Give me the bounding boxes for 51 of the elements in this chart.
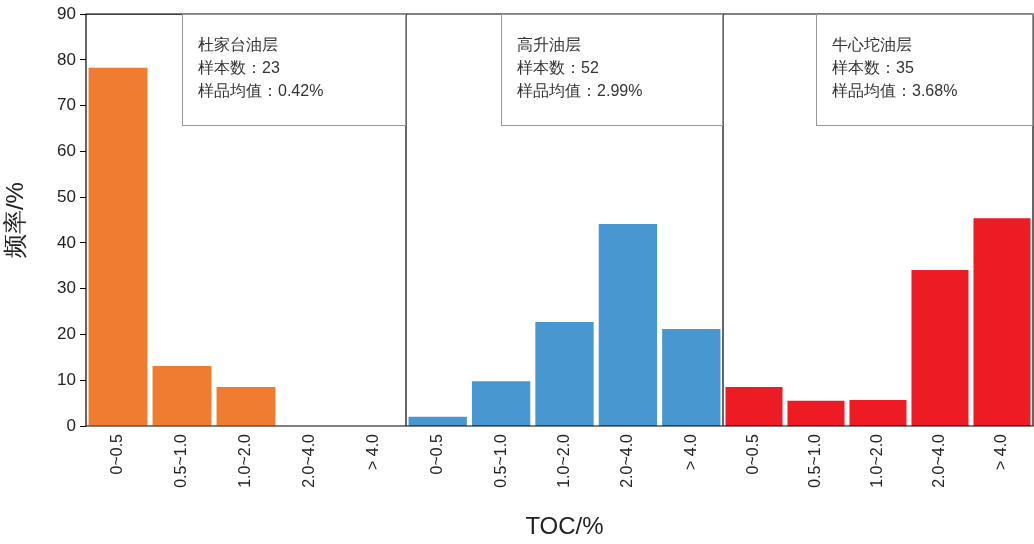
x-tick-label: 1.0~2.0 — [868, 433, 886, 488]
y-tick-label: 80 — [57, 49, 76, 69]
y-tick-label: 50 — [57, 186, 76, 206]
annotation: 样本数：52 — [517, 58, 600, 78]
y-tick-label: 20 — [57, 324, 76, 344]
x-axis-title: TOC/% — [525, 512, 604, 540]
annotation: 杜家台油层 — [198, 35, 279, 56]
x-tick-label: 0~0.5 — [428, 433, 446, 475]
text-box: 杜家台油层 样本数：23 样品均值：0.42% — [182, 14, 406, 127]
y-tick-label: 90 — [57, 3, 76, 23]
annotation: 样品均值：0.42% — [198, 81, 325, 102]
x-tick-label: 2.0~4.0 — [618, 433, 636, 488]
bar — [471, 381, 531, 426]
y-tick-label: 10 — [57, 369, 76, 389]
bar — [152, 366, 212, 426]
annotation: 样品均值：3.68% — [832, 81, 959, 101]
y-tick-label: 30 — [57, 278, 76, 298]
annotation: 牛心坨油层 — [832, 35, 913, 55]
bar — [662, 328, 721, 426]
bar — [535, 322, 594, 426]
x-tick-label: 0~0.5 — [744, 433, 762, 475]
text-box: 牛心坨油层 样本数：35 样品均值：3.68% — [816, 14, 1033, 126]
bar — [911, 269, 969, 426]
y-tick-label: 60 — [57, 141, 76, 161]
x-tick-label: 2.0~4.0 — [300, 433, 318, 488]
bar — [725, 387, 783, 426]
annotation: 高升油层 — [517, 35, 583, 55]
x-tick-label: 0.5~1.0 — [172, 433, 190, 488]
y-tick-label: 70 — [57, 95, 76, 115]
y-axis-title: 频率/% — [1, 182, 29, 259]
x-tick-label: 1.0~2.0 — [554, 433, 572, 488]
bar — [598, 224, 658, 426]
x-tick-label: 1.0~2.0 — [236, 433, 254, 488]
x-tick-label: 0~0.5 — [108, 433, 126, 475]
x-tick-label: 0.5~1.0 — [491, 433, 509, 488]
bar — [973, 218, 1031, 426]
x-tick-label: 2.0~4.0 — [930, 433, 948, 488]
annotation: 样本数：35 — [832, 58, 915, 78]
x-tick-label: 0.5~1.0 — [806, 433, 824, 488]
y-tick-label: 40 — [57, 232, 76, 252]
text-box: 高升油层 样本数：52 样品均值：2.99% — [501, 14, 723, 126]
annotation: 样本数：23 — [198, 58, 281, 79]
x-tick-label: > 4.0 — [992, 433, 1010, 471]
bar — [849, 399, 907, 426]
x-tick-label: > 4.0 — [681, 433, 699, 471]
annotation: 样品均值：2.99% — [517, 81, 644, 101]
bar — [216, 387, 276, 426]
bar — [88, 67, 148, 426]
bar — [787, 400, 845, 426]
x-tick-label: > 4.0 — [364, 433, 382, 471]
y-tick-label: 0 — [66, 415, 76, 435]
